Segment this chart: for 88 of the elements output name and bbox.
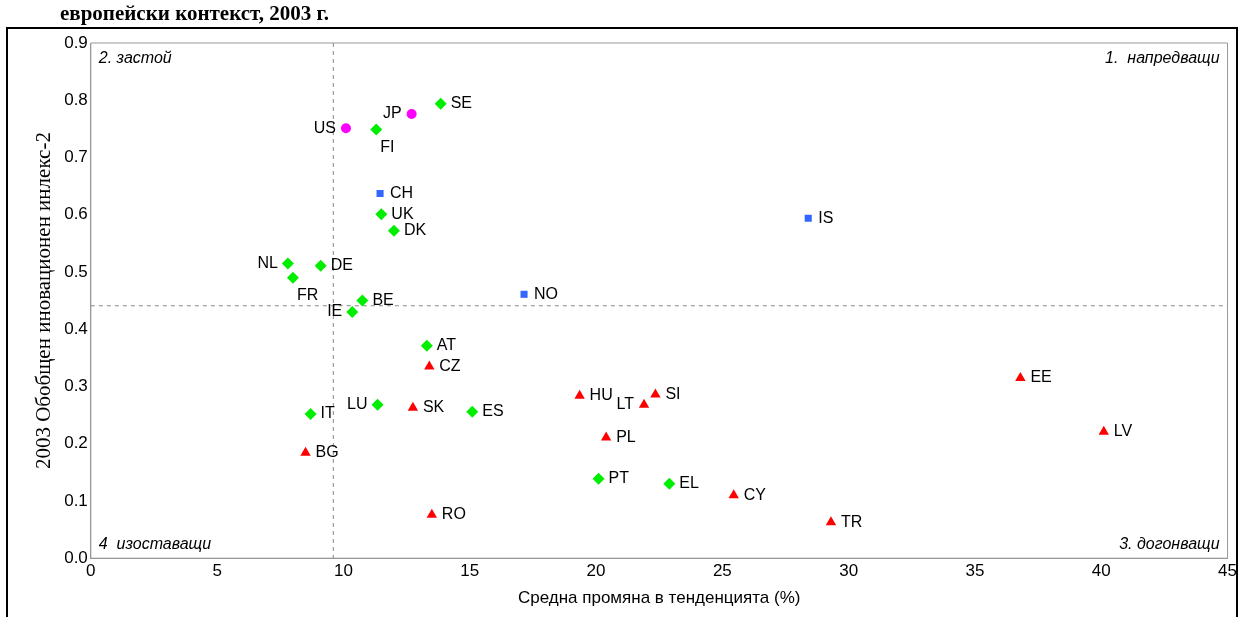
annotation: IE [327, 302, 343, 320]
x-tick-label: 15 [460, 561, 480, 581]
x-tick-label: 20 [586, 561, 606, 581]
y-tick-label: 0.4 [64, 318, 88, 338]
annotation: DE [330, 256, 353, 274]
annotation: AT [436, 336, 457, 354]
annotation: TR [840, 512, 863, 530]
point [426, 508, 438, 518]
point [466, 405, 479, 418]
point [663, 477, 676, 490]
annotation: CZ [439, 356, 461, 374]
point [406, 108, 417, 119]
x-tick-label: 5 [212, 561, 222, 581]
annotation: 2. застой [97, 49, 172, 67]
y-tick-label: 0.3 [64, 376, 88, 396]
annotation: BE [372, 291, 394, 309]
y-tick-label: 0.7 [64, 147, 88, 167]
x-tick-label: 40 [1091, 561, 1111, 581]
annotation: UK [391, 204, 414, 222]
point [804, 214, 812, 222]
y-tick-label: 0.9 [64, 32, 88, 52]
annotation: LT [616, 395, 635, 413]
annotation: EL [679, 474, 699, 492]
annotation: SE [450, 94, 473, 112]
point [281, 257, 294, 270]
point [371, 398, 384, 411]
annotation: HU [589, 386, 613, 404]
annotation: EE [1030, 368, 1052, 386]
point [346, 306, 359, 319]
annotation: CY [743, 485, 767, 503]
y-tick-label: 0.0 [64, 547, 88, 567]
annotation: LV [1113, 422, 1133, 440]
point [638, 398, 650, 408]
annotation: FR [296, 286, 319, 304]
y-axis-title: 2003 Обобщен иновационен инлекс-2 [31, 132, 56, 470]
y-tick-label: 0.6 [64, 204, 88, 224]
point [728, 489, 739, 499]
point [420, 339, 433, 352]
annotation: BG [315, 443, 339, 461]
point [407, 401, 419, 411]
annotation: PL [616, 427, 636, 445]
x-tick-label: 25 [712, 561, 732, 581]
annotation: LU [347, 395, 368, 413]
point [434, 97, 447, 110]
point [1015, 371, 1026, 381]
x-axis-title: Средна промяна в тенденцията (%) [517, 588, 801, 608]
annotation: CH [390, 183, 414, 201]
point [376, 190, 384, 198]
point [825, 516, 837, 526]
annotation: NO [534, 284, 559, 302]
annotation: DK [403, 221, 427, 239]
y-tick-label: 0.1 [64, 490, 88, 510]
x-tick-label: 10 [333, 561, 353, 581]
point [304, 407, 317, 420]
point [314, 259, 327, 272]
y-tick-label: 0.2 [64, 433, 88, 453]
point [520, 290, 528, 298]
annotation: SK [422, 398, 445, 416]
chart-title: европейски контекст, 2003 г. [60, 1, 329, 26]
y-tick-label: 0.5 [64, 261, 88, 281]
annotation: 4 изоставащи [98, 534, 212, 552]
point [300, 446, 311, 456]
annotation: IS [818, 208, 834, 226]
x-tick-label: 30 [839, 561, 859, 581]
annotation: NL [257, 253, 278, 271]
annotation: 3. догонващи [1119, 534, 1220, 552]
annotation: SI [665, 384, 681, 402]
annotation: 1. напредващи [1105, 49, 1220, 67]
point [286, 271, 299, 284]
annotation: US [313, 118, 336, 136]
annotation: PT [608, 469, 630, 487]
annotation: FI [380, 137, 395, 155]
point [375, 208, 388, 221]
annotation: IT [320, 404, 336, 422]
point [592, 472, 605, 485]
point [356, 294, 369, 307]
point [1098, 425, 1109, 435]
annotation: RO [441, 505, 466, 523]
x-tick-label: 45 [1218, 561, 1238, 581]
point [574, 389, 585, 399]
point [340, 123, 351, 134]
annotation: JP [382, 104, 402, 122]
point [370, 123, 383, 136]
y-tick-label: 0.8 [64, 89, 88, 109]
point [387, 224, 400, 237]
x-tick-label: 35 [965, 561, 985, 581]
annotation: ES [482, 402, 504, 420]
x-tick-label: 0 [86, 561, 96, 581]
